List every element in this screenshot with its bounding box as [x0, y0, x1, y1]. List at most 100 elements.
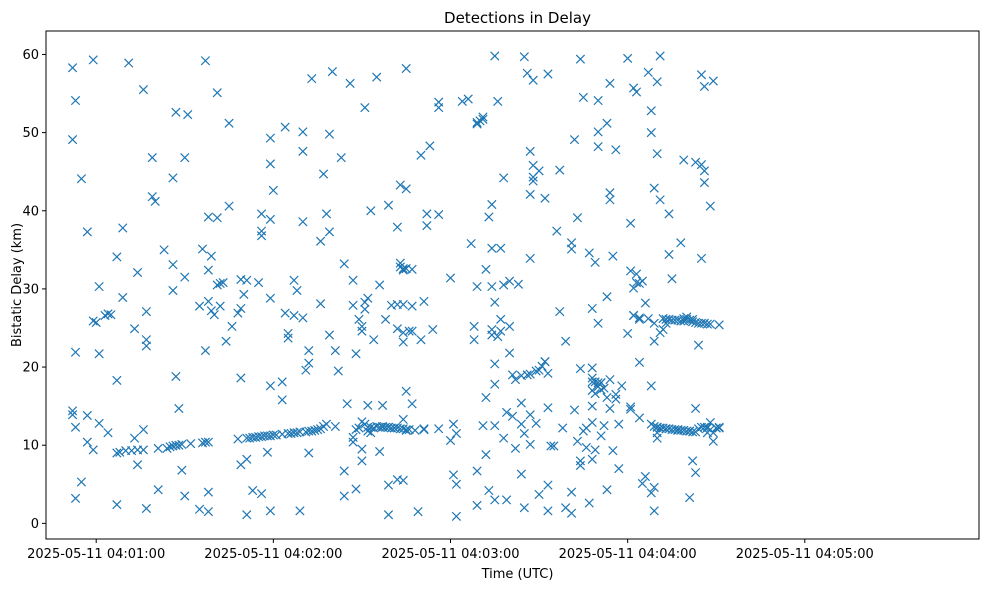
- data-point: [667, 274, 677, 284]
- data-point: [699, 177, 710, 188]
- data-point: [625, 218, 636, 228]
- data-point: [180, 272, 190, 282]
- data-point: [401, 184, 411, 194]
- data-point: [543, 506, 553, 516]
- data-point: [490, 421, 500, 431]
- data-point: [380, 314, 391, 325]
- data-point: [292, 285, 302, 296]
- data-point: [516, 398, 526, 408]
- data-point: [315, 299, 326, 309]
- y-axis-label: Bistatic Delay (km): [10, 223, 25, 347]
- data-point: [268, 185, 278, 196]
- data-point: [451, 511, 462, 521]
- data-point: [611, 394, 621, 404]
- data-point: [596, 378, 606, 388]
- y-tick-label: 60: [22, 48, 39, 63]
- y-tick-label: 50: [22, 126, 39, 141]
- data-point: [555, 165, 565, 175]
- data-point: [643, 67, 653, 78]
- data-point: [304, 346, 314, 356]
- data-point: [76, 477, 87, 487]
- data-point: [566, 487, 577, 497]
- data-point: [569, 405, 580, 415]
- data-point: [354, 314, 364, 325]
- data-point: [540, 193, 550, 203]
- data-point: [655, 195, 665, 205]
- data-point: [543, 69, 553, 79]
- data-point: [552, 226, 562, 236]
- data-point: [614, 464, 624, 474]
- data-point: [398, 337, 408, 347]
- data-point: [315, 236, 326, 246]
- data-point: [129, 324, 140, 334]
- data-point: [262, 447, 273, 457]
- data-point: [168, 173, 178, 183]
- data-point: [593, 127, 603, 137]
- data-point: [685, 492, 695, 503]
- data-point: [351, 484, 361, 494]
- data-point: [327, 67, 338, 77]
- data-point: [242, 275, 252, 285]
- data-point: [605, 403, 615, 414]
- data-point: [496, 243, 506, 253]
- data-point: [593, 142, 603, 152]
- data-point: [383, 200, 394, 210]
- data-point: [469, 321, 479, 332]
- data-point: [401, 386, 411, 396]
- data-point: [422, 220, 432, 231]
- data-point: [599, 383, 609, 393]
- data-point: [631, 278, 642, 288]
- data-point: [82, 437, 92, 447]
- data-point: [652, 433, 662, 443]
- data-point: [206, 251, 216, 261]
- data-point: [584, 248, 594, 258]
- y-tick-label: 30: [22, 282, 39, 297]
- data-point: [138, 84, 149, 95]
- data-point: [587, 454, 597, 464]
- data-point: [239, 289, 249, 300]
- data-point: [224, 201, 234, 211]
- data-point: [487, 243, 497, 253]
- data-point: [422, 209, 432, 219]
- x-tick-label: 2025-05-11 04:05:00: [736, 547, 874, 562]
- data-point: [487, 199, 497, 210]
- data-point: [478, 114, 488, 124]
- data-point: [649, 506, 659, 516]
- data-point: [587, 373, 597, 383]
- data-point: [699, 81, 710, 92]
- data-point: [112, 252, 122, 262]
- data-point: [566, 244, 577, 254]
- data-point: [383, 510, 394, 520]
- data-point: [138, 445, 149, 455]
- data-point: [88, 445, 98, 455]
- data-point: [507, 411, 518, 421]
- data-point: [342, 399, 352, 409]
- data-point: [534, 166, 544, 176]
- data-point: [596, 385, 606, 395]
- data-point: [165, 442, 175, 452]
- data-point: [623, 53, 633, 63]
- data-point: [310, 425, 320, 435]
- data-point: [324, 330, 335, 340]
- data-point: [124, 58, 134, 68]
- data-point: [265, 506, 276, 516]
- data-point: [623, 328, 633, 339]
- data-point: [292, 428, 302, 438]
- data-point: [640, 471, 650, 482]
- data-point: [215, 278, 225, 289]
- data-point: [711, 423, 721, 433]
- data-point: [289, 310, 299, 321]
- data-point: [472, 466, 482, 476]
- data-point: [558, 423, 568, 433]
- data-point: [708, 436, 718, 446]
- data-point: [493, 331, 503, 342]
- data-point: [398, 263, 408, 274]
- data-point: [183, 110, 193, 120]
- data-point: [504, 276, 515, 286]
- data-point: [569, 135, 580, 145]
- data-point: [375, 280, 385, 290]
- data-point: [106, 310, 116, 320]
- data-point: [472, 500, 482, 511]
- data-point: [608, 446, 618, 456]
- data-point: [543, 368, 553, 378]
